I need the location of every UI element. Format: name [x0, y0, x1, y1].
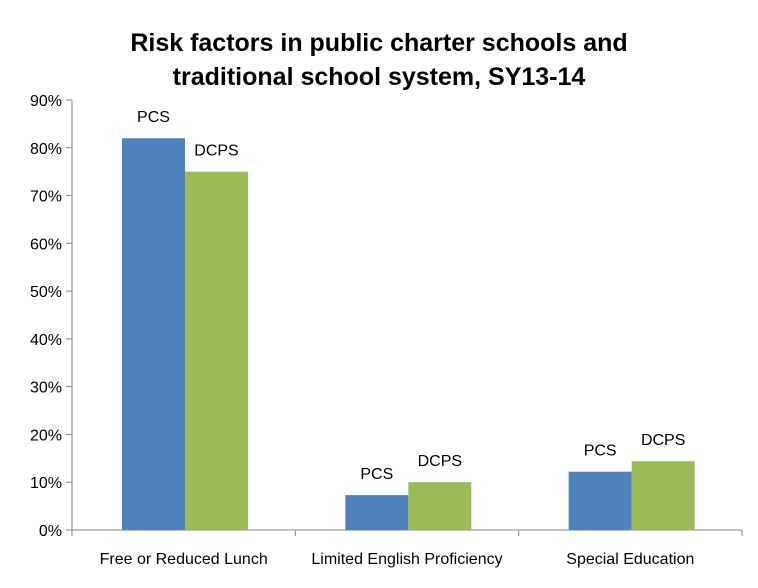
bar-pcs-3	[568, 471, 632, 530]
chart-title: Risk factors in public charter schools a…	[0, 26, 758, 94]
y-tick-label: 50%	[30, 284, 62, 301]
data-label-pcs-1: PCS	[137, 109, 170, 126]
x-tick-label: Special Education	[566, 551, 694, 568]
data-label-dcps-2: DCPS	[418, 453, 462, 470]
y-tick-label: 40%	[30, 332, 62, 349]
y-tick-label: 20%	[30, 427, 62, 444]
data-label-pcs-3: PCS	[584, 443, 617, 460]
y-tick-label: 70%	[30, 189, 62, 206]
bar-dcps-3	[631, 461, 695, 530]
bar-dcps-2	[408, 482, 472, 530]
y-tick-label: 10%	[30, 475, 62, 492]
chart-title-line-2: traditional school system, SY13-14	[172, 63, 586, 91]
bar-pcs-1	[122, 138, 185, 530]
bar-dcps-1	[185, 171, 248, 530]
y-tick-label: 80%	[30, 141, 62, 158]
data-label-dcps-1: DCPS	[194, 143, 238, 160]
y-tick-label: 60%	[30, 236, 62, 253]
x-tick-label: Limited English Proficiency	[311, 551, 502, 568]
x-tick-label: Free or Reduced Lunch	[100, 551, 268, 568]
bar-pcs-2	[345, 495, 409, 530]
chart-title-line-1: Risk factors in public charter schools a…	[130, 29, 628, 57]
y-tick-label: 30%	[30, 380, 62, 397]
y-tick-label: 0%	[39, 523, 62, 540]
data-label-pcs-2: PCS	[360, 466, 393, 483]
y-tick-label: 90%	[30, 93, 62, 110]
data-label-dcps-3: DCPS	[641, 432, 685, 449]
